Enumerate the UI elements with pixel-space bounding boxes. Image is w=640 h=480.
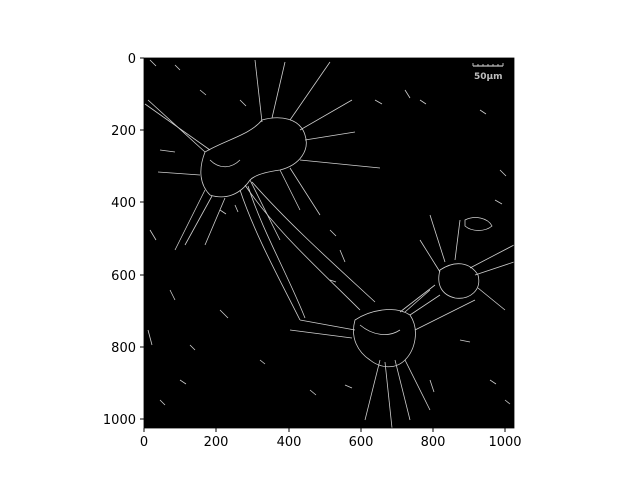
y-axis: 0 200 400 600 800 1000 bbox=[103, 52, 144, 428]
y-tick: 800 bbox=[111, 341, 144, 356]
x-tick: 200 bbox=[204, 428, 229, 450]
y-tick-label: 0 bbox=[128, 52, 136, 67]
scale-bar: 50μm bbox=[472, 63, 504, 82]
y-tick: 200 bbox=[111, 124, 144, 139]
edge-lines bbox=[144, 59, 515, 429]
x-tick: 800 bbox=[421, 428, 446, 450]
x-tick: 0 bbox=[140, 428, 148, 450]
y-tick: 600 bbox=[111, 269, 144, 284]
x-tick-label: 200 bbox=[204, 435, 229, 450]
y-tick-label: 200 bbox=[111, 124, 136, 139]
x-tick: 600 bbox=[349, 428, 374, 450]
y-tick: 400 bbox=[111, 196, 144, 211]
y-tick-label: 800 bbox=[111, 341, 136, 356]
x-tick-label: 1000 bbox=[488, 435, 521, 450]
x-tick: 1000 bbox=[488, 428, 522, 450]
x-tick-label: 400 bbox=[277, 435, 302, 450]
x-axis: 0 200 400 600 800 1000 bbox=[140, 428, 522, 450]
x-tick-label: 800 bbox=[421, 435, 446, 450]
y-tick-label: 600 bbox=[111, 269, 136, 284]
axes-frame bbox=[143, 57, 515, 429]
scale-bar-label: 50μm bbox=[474, 72, 503, 82]
y-tick: 0 bbox=[128, 52, 144, 67]
x-tick-label: 600 bbox=[349, 435, 374, 450]
y-tick-label: 1000 bbox=[103, 413, 136, 428]
y-tick: 1000 bbox=[103, 413, 144, 428]
y-tick-label: 400 bbox=[111, 196, 136, 211]
edge-image: 50μm bbox=[144, 58, 515, 429]
x-tick: 400 bbox=[277, 428, 302, 450]
x-tick-label: 0 bbox=[140, 435, 148, 450]
